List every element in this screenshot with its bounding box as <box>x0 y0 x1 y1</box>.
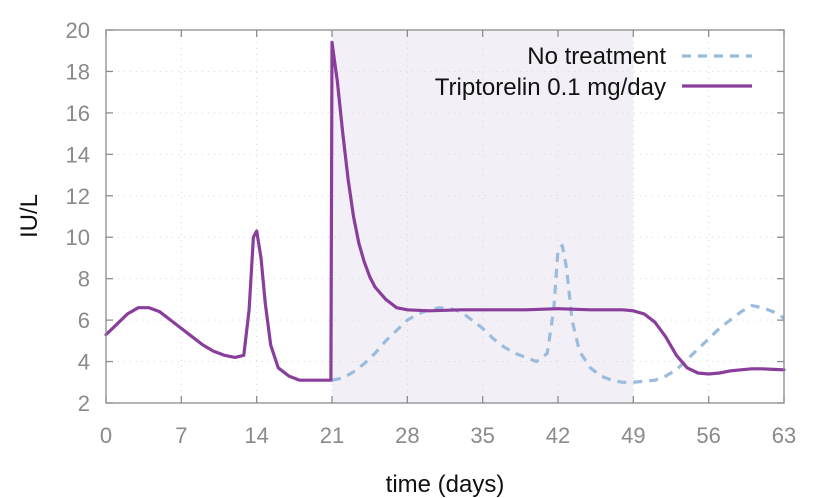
x-axis-label: time (days) <box>386 471 505 498</box>
legend-label-triptorelin: Triptorelin 0.1 mg/day <box>435 74 666 101</box>
plot-frame <box>105 29 785 404</box>
series-line-triptorelin <box>104 40 786 382</box>
legend: No treatment Triptorelin 0.1 mg/day <box>435 43 752 101</box>
y-tick-label: 12 <box>66 184 90 209</box>
x-tick-label: 28 <box>395 423 419 448</box>
y-tick-label: 14 <box>66 142 90 167</box>
x-tick-label: 35 <box>470 423 494 448</box>
series-line-no-treatment <box>331 243 785 384</box>
tick-marks <box>105 29 785 404</box>
x-tick-labels: 0 7 14 21 28 35 42 49 56 63 <box>100 423 796 448</box>
y-tick-label: 2 <box>78 391 90 416</box>
y-tick-labels: 2 4 6 8 10 12 14 16 18 20 <box>66 18 90 416</box>
y-axis-label: IU/L <box>16 194 43 238</box>
y-tick-label: 20 <box>66 18 90 43</box>
x-tick-label: 63 <box>772 423 796 448</box>
y-tick-label: 4 <box>78 350 90 375</box>
series-layer <box>104 40 786 384</box>
x-tick-label: 42 <box>546 423 570 448</box>
x-tick-label: 7 <box>175 423 187 448</box>
grid <box>106 30 784 403</box>
legend-label-no-treatment: No treatment <box>527 43 666 70</box>
x-tick-label: 0 <box>100 423 112 448</box>
y-tick-label: 16 <box>66 101 90 126</box>
x-tick-label: 49 <box>621 423 645 448</box>
x-tick-label: 56 <box>696 423 720 448</box>
x-tick-label: 21 <box>320 423 344 448</box>
x-tick-label: 14 <box>244 423 268 448</box>
y-tick-label: 18 <box>66 59 90 84</box>
y-tick-label: 8 <box>78 267 90 292</box>
y-tick-label: 6 <box>78 308 90 333</box>
y-tick-label: 10 <box>66 225 90 250</box>
